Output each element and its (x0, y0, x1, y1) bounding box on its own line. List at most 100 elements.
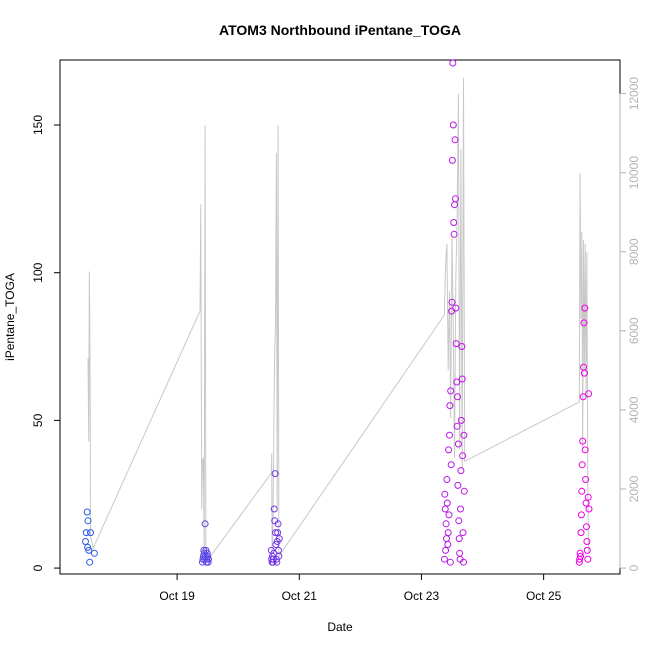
data-point (454, 393, 461, 401)
data-point (450, 219, 458, 226)
data-point (446, 558, 454, 566)
data-point (453, 378, 461, 386)
data-point (580, 319, 588, 327)
x-tick-label: Oct 21 (282, 589, 318, 603)
data-point (84, 517, 92, 525)
y-right-tick-label: 10000 (627, 156, 641, 190)
data-point (459, 529, 467, 537)
y-right-tick-label: 12000 (627, 77, 641, 111)
data-point (583, 538, 591, 545)
data-point (205, 555, 212, 563)
background-series (87, 77, 590, 562)
y-right-tick-label: 0 (627, 564, 641, 571)
data-point (582, 476, 590, 483)
data-point (579, 437, 587, 445)
data-point (446, 431, 453, 439)
data-point (577, 511, 585, 519)
data-point (443, 535, 450, 543)
data-point (454, 481, 462, 489)
data-point (87, 529, 94, 537)
data-point (584, 555, 592, 563)
data-point (459, 452, 467, 460)
data-point (457, 416, 465, 424)
data-point (456, 549, 464, 557)
data-point (451, 195, 459, 203)
data-point (440, 555, 448, 563)
y-tick-label: 100 (31, 262, 45, 282)
data-point (583, 523, 590, 531)
data-point (84, 543, 92, 551)
data-point (275, 535, 283, 543)
data-point (446, 402, 454, 410)
data-point (457, 505, 464, 513)
data-point (455, 535, 463, 543)
data-point (442, 520, 450, 528)
data-point (453, 422, 461, 430)
y-axis-label: iPentane_TOGA (3, 273, 17, 361)
y-tick-label: 150 (31, 115, 45, 135)
data-point (448, 298, 456, 306)
data-point (448, 156, 456, 164)
data-point (275, 552, 283, 560)
data-point (583, 546, 591, 554)
plot-area (59, 59, 621, 575)
y-axis: 0 50 100 150 (31, 115, 60, 571)
data-point (82, 529, 90, 537)
data-point (454, 440, 462, 448)
data-point (576, 549, 584, 557)
data-point (82, 538, 89, 545)
data-point (271, 470, 279, 478)
data-point (585, 390, 593, 398)
data-point (447, 461, 455, 469)
y-axis-right: 0 2000 4000 6000 8000 10000 12000 (619, 77, 641, 571)
x-axis-label: Date (327, 620, 353, 634)
background-series-line (87, 77, 590, 562)
data-point (582, 499, 590, 507)
data-point (460, 558, 467, 566)
data-point (452, 304, 460, 312)
y-tick-label: 0 (31, 564, 45, 571)
y-right-tick-label: 2000 (627, 475, 641, 502)
data-point (272, 529, 279, 537)
data-point (577, 552, 584, 560)
y-tick-label: 50 (31, 413, 45, 427)
x-axis: Oct 19 Oct 21 Oct 23 Oct 25 (159, 574, 562, 603)
data-point (201, 520, 209, 528)
data-point (204, 558, 212, 566)
data-point (444, 541, 452, 548)
data-point (270, 505, 278, 513)
data-point (455, 517, 463, 525)
data-point (443, 499, 451, 507)
data-point (460, 487, 468, 495)
data-point (90, 549, 98, 557)
data-point (452, 340, 460, 348)
data-point (441, 505, 449, 513)
data-point (585, 505, 593, 513)
y-right-tick-label: 8000 (627, 238, 641, 265)
data-point (577, 529, 585, 537)
x-tick-label: Oct 23 (404, 589, 440, 603)
data-point (444, 529, 452, 537)
data-point (449, 59, 457, 67)
chart-title: ATOM3 Northbound iPentane_TOGA (219, 22, 461, 38)
data-point (450, 230, 458, 238)
data-point (273, 558, 281, 566)
x-tick-label: Oct 25 (526, 589, 562, 603)
data-point (447, 387, 455, 395)
data-point (441, 490, 449, 498)
data-point (584, 493, 592, 501)
data-point (451, 136, 459, 144)
data-point (578, 487, 586, 495)
y-right-tick-label: 6000 (627, 317, 641, 344)
data-point (443, 476, 451, 483)
data-point (445, 446, 453, 454)
data-point (581, 304, 589, 312)
data-point (581, 446, 589, 454)
scatter-points (82, 59, 593, 566)
data-point (457, 467, 465, 475)
data-point (458, 343, 466, 350)
data-point (580, 369, 588, 377)
data-point (442, 546, 450, 554)
data-point (458, 375, 466, 383)
